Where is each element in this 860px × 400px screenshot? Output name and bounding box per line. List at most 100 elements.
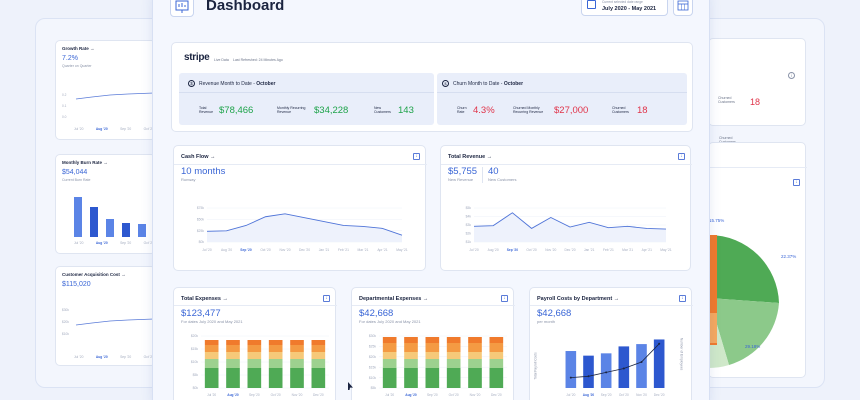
y-tick-label: $3k xyxy=(466,223,472,227)
payroll-bar xyxy=(565,351,577,388)
download-icon[interactable]: ↓ xyxy=(678,153,685,160)
stacked-bar-segment xyxy=(226,340,240,345)
stacked-bar-segment xyxy=(425,368,440,388)
mrr-value: $34,228 xyxy=(314,105,349,116)
x-tick-label: Sep '20 xyxy=(601,393,612,397)
download-icon[interactable]: ↓ xyxy=(501,295,508,302)
payroll-card[interactable]: Payroll Costs by Department → ↓ $42,668 … xyxy=(529,287,693,400)
payroll-title[interactable]: Payroll Costs by Department → xyxy=(537,296,620,302)
revenue-mtd-panel: $ Revenue Month to Date - October Total … xyxy=(179,73,434,125)
stacked-bar-segment xyxy=(425,352,440,359)
x-tick-label: Dec '20 xyxy=(654,393,665,397)
cac-line xyxy=(75,318,154,326)
growth-rate-card[interactable]: Growth Rate → 7.2% Quarter on Quarter 0.… xyxy=(55,40,156,140)
churned-customers-value: 18 xyxy=(637,105,648,116)
employees-point xyxy=(605,371,608,374)
burn-bar xyxy=(138,224,146,237)
download-icon[interactable]: ↓ xyxy=(793,179,800,186)
svg-text:$20k: $20k xyxy=(62,320,69,324)
x-tick-label: Aug '20 xyxy=(583,393,595,397)
churn-title-month: October xyxy=(503,81,524,87)
total-revenue-card[interactable]: Total Revenue → ↓ $5,755 New Revenue 40 … xyxy=(440,145,692,271)
x-tick-label: Jul '20 xyxy=(207,393,216,397)
x-tick-label: Dec '20 xyxy=(564,248,575,252)
stacked-bar-segment xyxy=(268,345,283,352)
burn-rate-value: $54,044 xyxy=(62,169,88,176)
y-tick-label: $1k xyxy=(466,240,472,244)
stacked-bar-segment xyxy=(425,359,440,368)
stacked-bar-segment xyxy=(290,368,304,388)
total-revenue-title[interactable]: Total Revenue → xyxy=(448,154,493,160)
stacked-bar-segment xyxy=(468,343,482,352)
stacked-bar-segment xyxy=(468,352,482,359)
stacked-bar-segment xyxy=(489,337,504,343)
churn-mtd-title: Churn Month to Date - October xyxy=(453,81,523,87)
churned-customers-label: Churned Customers xyxy=(612,106,629,115)
card-header-divider xyxy=(352,305,515,306)
departmental-expenses-title[interactable]: Departmental Expenses → xyxy=(359,296,429,302)
y-tick-label: $15k xyxy=(191,347,199,351)
total-expenses-sub: For dates July 2020 and May 2021 xyxy=(181,319,243,324)
growth-rate-title[interactable]: Growth Rate → xyxy=(62,46,95,51)
date-range-picker[interactable]: Current selected date range July 2020 - … xyxy=(581,0,668,16)
employees-line xyxy=(570,343,660,378)
pie-slice-orange-light xyxy=(709,313,717,343)
payroll-bar xyxy=(636,344,647,388)
cac-title[interactable]: Customer Acquisition Cost → xyxy=(62,272,126,277)
employees-point xyxy=(569,376,572,379)
burn-rate-card[interactable]: Monthly Burn Rate → $54,044 Current Burn… xyxy=(55,154,156,254)
cash-flow-title[interactable]: Cash Flow → xyxy=(181,154,216,160)
new-revenue-sub: New Revenue xyxy=(448,177,474,182)
stacked-bar-segment xyxy=(226,359,240,368)
payroll-bar xyxy=(618,346,630,388)
pie-label: 22.37% xyxy=(781,254,797,259)
employees-point xyxy=(640,361,643,363)
total-expenses-card[interactable]: Total Expenses → ↓ $123,477 For dates Ju… xyxy=(173,287,337,400)
total-expenses-title[interactable]: Total Expenses → xyxy=(181,296,228,302)
stacked-bar-segment xyxy=(489,343,504,352)
cac-chart: $30k $20k $10k xyxy=(62,308,154,336)
right-churn-card[interactable]: i Churned Customers 18 xyxy=(708,38,806,144)
cac-x-tick: Oct '20 xyxy=(143,355,154,359)
calendar-button[interactable] xyxy=(673,0,693,16)
stacked-bar-segment xyxy=(382,343,397,352)
x-tick-label: Jan '21 xyxy=(584,248,595,252)
stacked-bar-segment xyxy=(468,368,482,388)
x-tick-label: Nov '20 xyxy=(279,248,290,252)
departmental-expenses-card[interactable]: Departmental Expenses → ↓ $42,668 For da… xyxy=(351,287,515,400)
stacked-bar-segment xyxy=(404,352,418,359)
grid-calendar-icon xyxy=(677,0,689,11)
burn-x-ticks: Jul '20 Aug '20 Sep '20 Oct '20 xyxy=(74,241,154,245)
stacked-bar-segment xyxy=(425,337,440,343)
burn-rate-title[interactable]: Monthly Burn Rate → xyxy=(62,160,108,165)
right-pie-card[interactable]: ↓ 22.37% 29.18% 15.75% xyxy=(708,142,807,378)
pie-label: 29.18% xyxy=(745,344,761,349)
right-card-header-divider xyxy=(709,167,807,168)
stacked-bar-segment xyxy=(268,359,283,368)
stacked-bar-segment xyxy=(204,345,219,352)
stacked-bar-segment xyxy=(446,352,461,359)
card-header-divider xyxy=(174,305,337,306)
y-tick-label: $0k xyxy=(199,240,205,244)
y-tick-label: $20k xyxy=(369,355,377,359)
x-tick-label: Feb '21 xyxy=(338,248,349,252)
download-icon[interactable]: ↓ xyxy=(679,295,686,302)
x-tick-label: Sep '20 xyxy=(507,248,519,252)
download-icon[interactable]: ↓ xyxy=(323,295,330,302)
total-expenses-value: $123,477 xyxy=(181,308,221,319)
burn-x-tick: Sep '20 xyxy=(120,241,132,245)
y-tick-label: $20k xyxy=(191,334,199,338)
cac-x-tick: Sep '20 xyxy=(120,355,132,359)
departmental-expenses-value: $42,668 xyxy=(359,308,394,319)
x-tick-label: Oct '20 xyxy=(526,248,537,252)
growth-x-tick: Oct '20 xyxy=(143,127,154,131)
stacked-bar-segment xyxy=(446,337,461,343)
download-icon[interactable]: ↓ xyxy=(413,153,420,160)
x-tick-label: Apr '21 xyxy=(642,248,653,252)
stacked-bar-segment xyxy=(311,368,326,388)
cash-flow-card[interactable]: Cash Flow → ↓ 10 months Runway $75k $50k $… xyxy=(173,145,427,271)
payroll-value: $42,668 xyxy=(537,308,572,319)
info-icon[interactable]: i xyxy=(788,72,795,79)
stacked-bar-segment xyxy=(468,337,482,343)
cac-card[interactable]: Customer Acquisition Cost → $115,020 $30… xyxy=(55,266,156,366)
